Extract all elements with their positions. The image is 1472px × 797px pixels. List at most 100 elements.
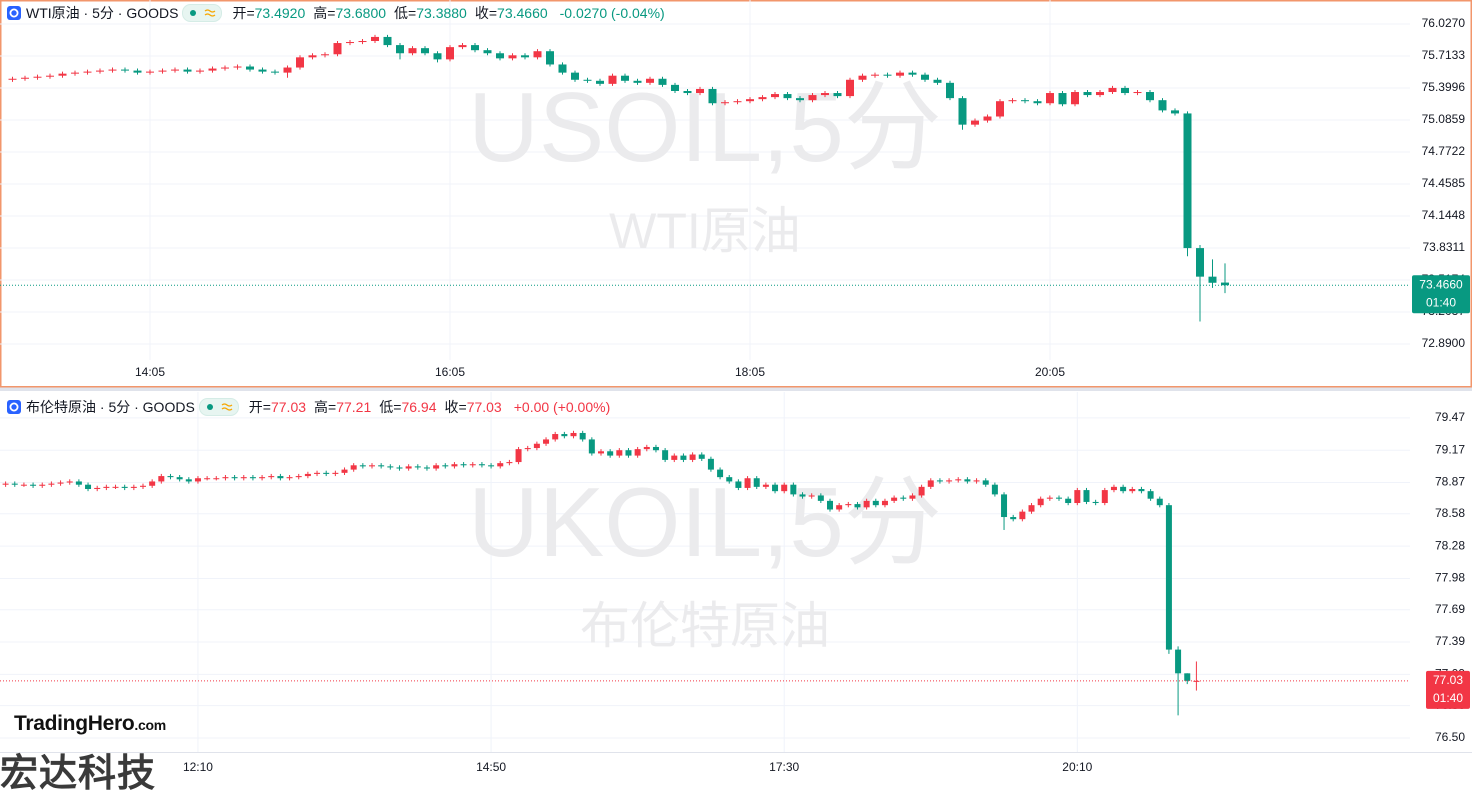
low-label: 低= bbox=[379, 399, 402, 415]
candle-body bbox=[221, 67, 229, 69]
candle-body bbox=[323, 472, 330, 474]
candle-body bbox=[758, 97, 767, 100]
candle-body bbox=[808, 495, 815, 497]
candle-body bbox=[1221, 282, 1229, 286]
candle-body bbox=[258, 69, 267, 72]
x-tick-label: 18:05 bbox=[735, 365, 765, 379]
candle-body bbox=[246, 66, 254, 70]
candle-body bbox=[506, 462, 513, 464]
candle-body bbox=[996, 101, 1004, 117]
candle-body bbox=[871, 74, 879, 76]
y-tick-label: 78.28 bbox=[1435, 538, 1465, 552]
last-price-label: 73.4660 bbox=[1419, 277, 1463, 291]
candle-body bbox=[83, 71, 92, 73]
candle-body bbox=[460, 464, 467, 466]
candle-body bbox=[346, 42, 354, 44]
candle-body bbox=[598, 451, 604, 454]
last-price-box bbox=[1412, 275, 1470, 314]
close-value: 73.4660 bbox=[497, 5, 548, 21]
candle-body bbox=[583, 79, 592, 81]
countdown-label: 01:40 bbox=[1426, 295, 1456, 309]
candle-body bbox=[1129, 489, 1136, 492]
candle-body bbox=[85, 484, 92, 490]
x-tick-label: 16:05 bbox=[435, 365, 465, 379]
candle-body bbox=[1147, 491, 1154, 499]
low-value: 76.94 bbox=[401, 399, 437, 415]
candle-body bbox=[596, 80, 604, 84]
candle-body bbox=[680, 455, 687, 460]
candle-body bbox=[616, 450, 623, 456]
candle-body bbox=[733, 101, 742, 103]
candle-body bbox=[233, 66, 242, 68]
candle-body bbox=[921, 74, 929, 80]
candle-body bbox=[196, 70, 204, 72]
candle-body bbox=[1056, 497, 1062, 499]
open-value: 77.03 bbox=[270, 399, 307, 415]
candle-body bbox=[689, 454, 696, 460]
candle-body bbox=[469, 464, 476, 466]
x-tick-label: 17:30 bbox=[769, 760, 799, 774]
candle-body bbox=[883, 74, 892, 76]
candle-body bbox=[39, 484, 46, 486]
candle-body bbox=[1046, 497, 1053, 499]
y-tick-label: 75.7133 bbox=[1422, 48, 1466, 62]
candle-body bbox=[671, 84, 679, 91]
candle-body bbox=[222, 477, 229, 479]
candle-body bbox=[1028, 505, 1035, 512]
candle-body bbox=[543, 439, 550, 444]
open-label: 开= bbox=[248, 399, 271, 415]
candle-body bbox=[524, 448, 531, 450]
candle-body bbox=[433, 465, 440, 469]
candle-body bbox=[946, 480, 953, 482]
candle-body bbox=[396, 45, 404, 54]
candle-body bbox=[1146, 92, 1154, 101]
candle-body bbox=[1208, 276, 1217, 283]
candle-body bbox=[94, 487, 101, 490]
candle-body bbox=[497, 463, 504, 467]
y-tick-label: 77.98 bbox=[1435, 571, 1465, 585]
watermark-title: USOIL,5分 bbox=[468, 72, 942, 182]
candle-body bbox=[408, 48, 417, 54]
brand-logo: TradingHero.com bbox=[14, 712, 166, 736]
candle-body bbox=[146, 71, 154, 73]
candle-body bbox=[471, 45, 479, 51]
y-tick-label: 78.87 bbox=[1435, 475, 1465, 489]
watermark-subtitle: 布伦特原油 bbox=[580, 598, 830, 654]
y-tick-label: 77.69 bbox=[1435, 602, 1465, 616]
candle-body bbox=[1101, 490, 1108, 504]
candle-body bbox=[521, 55, 529, 58]
candle-body bbox=[208, 68, 217, 71]
candle-body bbox=[508, 55, 517, 59]
candle-body bbox=[854, 504, 861, 508]
candle-body bbox=[259, 477, 266, 479]
candle-body bbox=[359, 465, 366, 467]
candle-body bbox=[133, 70, 142, 73]
company-watermark: 宏达科技 bbox=[0, 753, 157, 795]
candle-body bbox=[1175, 649, 1182, 674]
legend: 布伦特原油 · 5分 · GOODS 开= 77.03 高= 77.21 低= 76.… bbox=[6, 397, 610, 417]
candle-body bbox=[808, 95, 817, 101]
candle-body bbox=[946, 82, 954, 99]
candle-body bbox=[194, 478, 201, 482]
candle-body bbox=[103, 486, 110, 488]
candle-body bbox=[936, 480, 943, 482]
candle-body bbox=[158, 70, 167, 72]
candle-body bbox=[271, 71, 279, 73]
countdown-label: 01:40 bbox=[1433, 691, 1463, 705]
candle-body bbox=[488, 465, 495, 467]
candle-body bbox=[1165, 505, 1172, 650]
candle-body bbox=[973, 480, 980, 482]
candle-body bbox=[958, 98, 967, 125]
candle-body bbox=[1183, 113, 1192, 249]
candle-body bbox=[451, 464, 458, 467]
candle-body bbox=[983, 116, 992, 121]
candle-body bbox=[286, 477, 293, 479]
candle-body bbox=[21, 77, 29, 79]
candle-body bbox=[908, 72, 917, 75]
y-tick-label: 76.50 bbox=[1435, 730, 1465, 744]
candle-body bbox=[781, 484, 788, 492]
candle-body bbox=[790, 484, 797, 495]
y-tick-label: 74.7722 bbox=[1422, 144, 1466, 158]
